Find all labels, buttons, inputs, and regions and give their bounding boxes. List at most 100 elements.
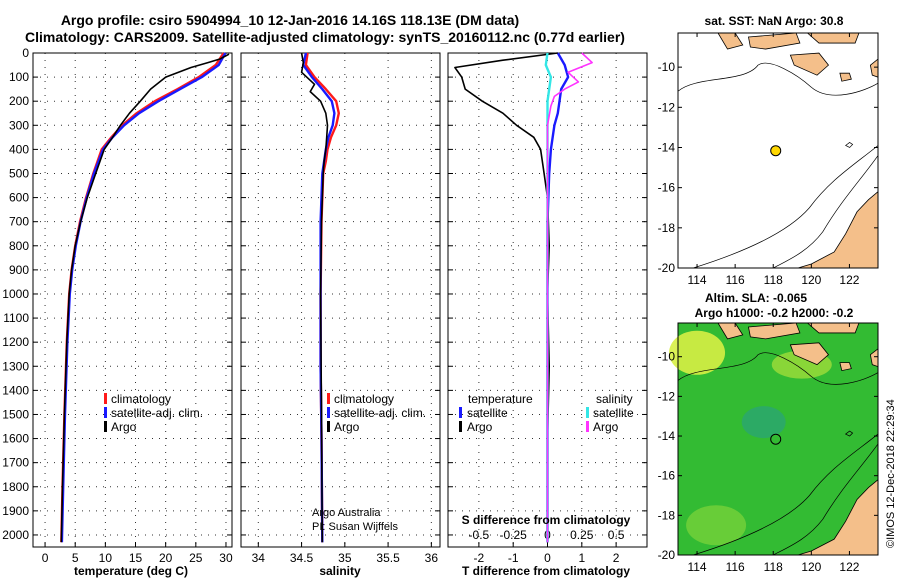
- legend-swatch-climatology: [104, 393, 107, 404]
- y-tick-label: 700: [9, 215, 29, 229]
- y-tick-label: 1300: [2, 359, 29, 373]
- s-tick-label: -0.25: [500, 528, 528, 542]
- island-sumba: [789, 52, 830, 76]
- series-temperature-argo: [454, 52, 558, 543]
- y-tick-label: -20: [658, 261, 676, 275]
- temperature-difference-axis-label: T difference from climatology: [462, 564, 630, 578]
- sst-map: 114 116 118 120 122 -10 -12 -14 -16 -18 -20: [658, 32, 879, 287]
- map-frame: [677, 32, 879, 269]
- caption-argo-australia: Argo Australia: [312, 507, 381, 519]
- y-tick-label: -10: [658, 350, 676, 364]
- y-tick-label: 900: [9, 263, 29, 277]
- y-tick-label: 1100: [3, 311, 29, 325]
- x-tick-label: 122: [839, 560, 859, 574]
- s-tick-label: 0.25: [570, 528, 594, 542]
- sla-map-title-line1: Altim. SLA: -0.065: [705, 291, 807, 305]
- temperature-profile-panel: 0100200300400500600700800900100011001200…: [2, 46, 233, 565]
- legend-swatch-satellite: [327, 407, 330, 418]
- bathymetry-contour: [693, 433, 879, 556]
- y-tick-label: 1200: [2, 335, 29, 349]
- y-tick-label: -16: [658, 469, 676, 483]
- legend-swatch-temp-satellite: [459, 407, 462, 418]
- y-tick-label: -12: [658, 100, 676, 114]
- legend-label-argo: Argo: [334, 420, 360, 434]
- bathymetry-contour: [693, 145, 879, 269]
- legend-label-sal-argo: Argo: [593, 420, 619, 434]
- series-climatology: [60, 52, 225, 543]
- sla-mid-patch: [686, 505, 747, 546]
- island-sumbawa: [748, 32, 801, 50]
- y-tick-label: -18: [658, 221, 676, 235]
- y-tick-label: -14: [658, 429, 676, 443]
- series-argo: [60, 53, 230, 543]
- x-tick-label: 35.5: [376, 551, 400, 565]
- y-tick-label: 1900: [2, 504, 29, 518]
- y-tick-label: 2000: [2, 528, 29, 542]
- series-temperature-satellite: [546, 52, 570, 543]
- plot-frame: [32, 52, 233, 548]
- island-sumbawa: [747, 322, 801, 340]
- map-frame: [677, 322, 879, 556]
- bathymetry-contour: [677, 352, 879, 385]
- x-tick-label: 10: [99, 551, 113, 565]
- caption-pi: PI: Susan Wijffels: [312, 521, 398, 533]
- sla-map: 114 116 118 120 122 -10 -12 -14 -16 -18 -20: [658, 322, 879, 574]
- y-tick-label: 600: [9, 191, 29, 205]
- y-tick-label: 300: [9, 118, 29, 132]
- series-salinity-satellite: [544, 52, 553, 543]
- y-tick-label: 1700: [2, 456, 29, 470]
- y-tick-label: 1000: [2, 287, 29, 301]
- legend-label-climatology: climatology: [334, 392, 394, 406]
- x-tick-label: 122: [839, 273, 859, 287]
- x-tick-label: 0: [42, 551, 49, 565]
- salinity-profile-panel: 34 34.5 35 35.5 36: [240, 52, 441, 565]
- bathymetry-contour: [773, 443, 879, 556]
- float-position-marker: [770, 145, 782, 157]
- sla-map-title-line2: Argo h1000: -0.2 h2000: -0.2: [695, 306, 854, 320]
- x-tick-label: 118: [764, 273, 783, 287]
- x-tick-label: 15: [129, 551, 143, 565]
- x-tick-label: 1: [578, 551, 585, 565]
- series-argo: [300, 52, 329, 543]
- series-satellite-adj-clim-: [60, 52, 227, 543]
- legend-swatch-argo: [327, 421, 330, 432]
- difference-legend-salinity: salinity satellite Argo: [586, 392, 634, 434]
- sla-high-patch: [669, 330, 726, 375]
- island-sawu: [839, 72, 852, 82]
- y-tick-label: 500: [9, 166, 29, 180]
- figure-title-line2: Climatology: CARS2009. Satellite-adjuste…: [25, 29, 625, 45]
- x-tick-label: -1: [508, 551, 519, 565]
- x-tick-label: 35: [338, 551, 352, 565]
- y-tick-label: 1600: [2, 432, 29, 446]
- y-tick-label: 0: [22, 46, 29, 60]
- x-tick-label: 114: [687, 560, 706, 574]
- legend-label-satellite: satellite-adj. clim.: [334, 406, 426, 420]
- x-tick-label: 34: [252, 551, 266, 565]
- x-tick-label: 20: [159, 551, 173, 565]
- y-tick-label: -16: [658, 181, 676, 195]
- legend-swatch-sal-satellite: [586, 407, 589, 418]
- s-tick-label: 0.5: [608, 528, 625, 542]
- x-tick-label: -2: [474, 551, 485, 565]
- legend-label-temp-satellite: satellite: [467, 406, 508, 420]
- y-tick-label: -10: [658, 60, 676, 74]
- island-sumba: [789, 342, 830, 366]
- sst-map-title: sat. SST: NaN Argo: 30.8: [705, 14, 844, 28]
- legend-label-temp-argo: Argo: [467, 420, 493, 434]
- salinity-legend: climatology satellite-adj. clim. Argo: [327, 392, 426, 434]
- y-tick-label: -14: [658, 140, 676, 154]
- salinity-difference-axis-label: S difference from climatology: [462, 513, 631, 527]
- y-tick-label: -18: [658, 508, 676, 522]
- legend-title-salinity: salinity: [596, 392, 633, 406]
- x-tick-label: 5: [72, 551, 79, 565]
- x-tick-label: 120: [801, 273, 821, 287]
- x-tick-label: 30: [219, 551, 233, 565]
- y-tick-label: -12: [658, 389, 676, 403]
- x-tick-label: 118: [764, 560, 783, 574]
- reef-outline: [844, 142, 854, 148]
- y-tick-label: 100: [9, 70, 29, 84]
- y-tick-label: 200: [9, 94, 29, 108]
- y-tick-label: 400: [9, 142, 29, 156]
- figure-title-line1: Argo profile: csiro 5904994_10 12-Jan-20…: [61, 12, 519, 28]
